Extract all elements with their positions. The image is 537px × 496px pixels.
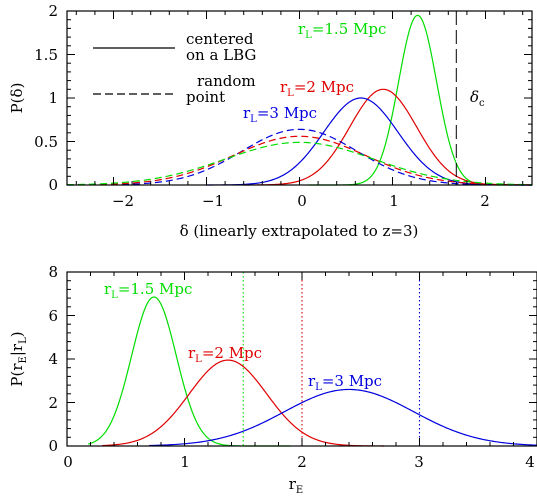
top-y-axis-title: P(δ) <box>8 83 26 114</box>
bottom-xtick-label: 0 <box>63 453 73 471</box>
top-ytick-label: 1.5 <box>34 46 58 64</box>
bottom-xtick-label: 4 <box>525 453 535 471</box>
top-curves <box>67 15 532 185</box>
bottom-ytick-label: 8 <box>48 263 58 281</box>
bottom-label-r15: rL=1.5 Mpc <box>104 280 192 301</box>
bottom-xtick-label: 3 <box>414 453 424 471</box>
bottom-ticks <box>67 272 537 446</box>
top-label-r15: rL=1.5 Mpc <box>298 20 386 41</box>
bottom-x-axis-title: rE <box>289 475 303 496</box>
top-series-line <box>309 15 532 185</box>
bottom-plot-frame <box>67 272 537 446</box>
bottom-xtick-label: 2 <box>297 453 307 471</box>
legend-dashed-text: point <box>186 88 225 106</box>
bottom-panel: 0 2 4 6 8 0 1 2 3 4 rE P(rE|rL) rL=1.5 M… <box>8 263 537 496</box>
top-ytick-label: 1 <box>48 89 58 107</box>
top-xtick-label: 2 <box>480 192 490 210</box>
top-series-line <box>207 98 533 185</box>
bottom-xtick-label: 1 <box>180 453 190 471</box>
top-ytick-label: 2 <box>48 2 58 20</box>
critical-density-label: δc <box>470 88 485 109</box>
top-ytick-label: 0 <box>48 176 58 194</box>
top-panel: 0 0.5 1 1.5 2 −2 −1 0 1 2 δ (linearly ex… <box>8 2 532 240</box>
bottom-ytick-label: 6 <box>48 307 58 325</box>
top-ytick-label: 0.5 <box>34 133 58 151</box>
top-series-line <box>67 129 532 185</box>
top-label-r3: rL=3 Mpc <box>243 104 317 125</box>
top-xtick-label: 0 <box>297 192 307 210</box>
top-xtick-label: −2 <box>112 192 134 210</box>
bottom-ytick-label: 2 <box>48 394 58 412</box>
top-xtick-label: −1 <box>202 192 224 210</box>
bottom-label-r2: rL=2 Mpc <box>188 344 262 365</box>
top-x-axis-title: δ (linearly extrapolated to z=3) <box>180 222 419 240</box>
top-label-r2: rL=2 Mpc <box>280 78 354 99</box>
legend-solid-text: on a LBG <box>186 46 256 64</box>
bottom-y-axis-title: P(rE|rL) <box>8 331 29 386</box>
bottom-ytick-label: 0 <box>48 437 58 455</box>
top-xtick-label: 1 <box>389 192 399 210</box>
bottom-label-r3: rL=3 Mpc <box>308 372 382 393</box>
bottom-ytick-label: 4 <box>48 350 58 368</box>
